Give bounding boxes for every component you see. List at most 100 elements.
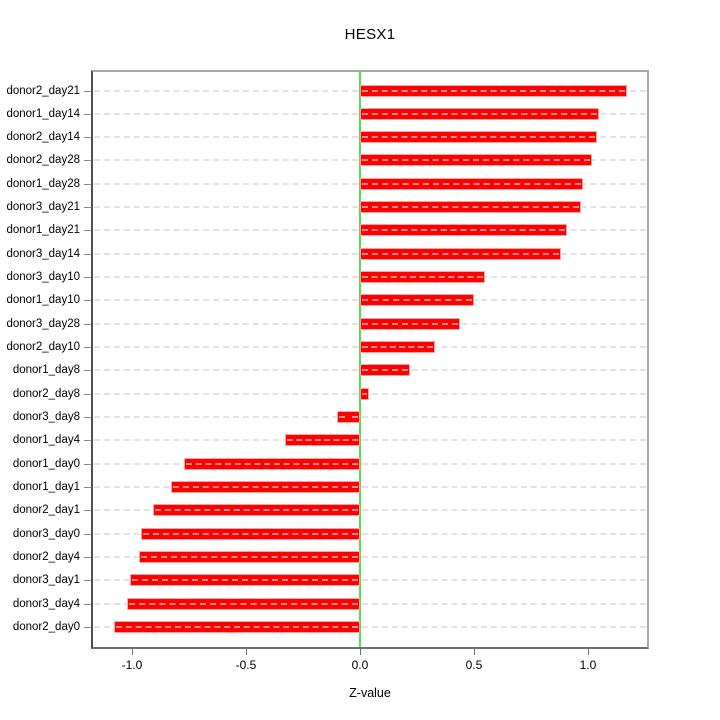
bar-donor1_day14: [359, 107, 600, 120]
y-axis-tick: [84, 137, 91, 139]
gridline: [94, 392, 646, 395]
chart-title: HESX1: [344, 26, 396, 43]
bar-inner-dash: [154, 509, 358, 512]
bar-donor1_day0: [184, 457, 360, 470]
y-axis-tick: [84, 440, 91, 442]
y-axis-tick: [84, 160, 91, 162]
x-axis-tick: [359, 649, 361, 655]
bar-donor2_day14: [359, 131, 598, 144]
bar-inner-dash: [131, 579, 358, 582]
y-axis-tick: [84, 323, 91, 325]
x-axis-tick: [245, 649, 247, 655]
y-axis-label-donor1_day10: donor1_day10: [6, 294, 80, 307]
gridline: [94, 416, 646, 419]
y-axis-label-donor1_day14: donor1_day14: [6, 107, 80, 120]
bar-donor3_day10: [359, 271, 486, 284]
y-axis-tick: [84, 603, 91, 605]
y-axis-label-donor2_day1: donor2_day1: [12, 504, 80, 517]
bar-inner-dash: [143, 532, 358, 535]
bar-donor3_day28: [359, 317, 461, 330]
y-axis-tick: [84, 370, 91, 372]
y-axis-tick: [84, 207, 91, 209]
bar-inner-dash: [361, 229, 566, 232]
bar-inner-dash: [172, 486, 358, 489]
y-axis-label-donor1_day28: donor1_day28: [6, 177, 80, 190]
x-axis-tick-label: 1.0: [579, 658, 597, 672]
gridline: [94, 579, 646, 582]
bar-inner-dash: [361, 369, 409, 372]
bar-inner-dash: [361, 182, 582, 185]
bar-donor3_day8: [337, 411, 360, 424]
bar-donor1_day1: [170, 481, 360, 494]
gridline: [94, 532, 646, 535]
y-axis-tick: [84, 347, 91, 349]
y-axis-label-donor2_day14: donor2_day14: [6, 131, 80, 144]
gridline: [94, 462, 646, 465]
bar-donor1_day21: [359, 224, 568, 237]
x-axis-title: Z-value: [349, 686, 391, 700]
gridline: [94, 439, 646, 442]
bar-inner-dash: [361, 346, 434, 349]
gridline: [94, 626, 646, 629]
bar-inner-dash: [115, 626, 358, 629]
bar-inner-dash: [361, 206, 580, 209]
bar-donor2_day28: [359, 154, 593, 167]
y-axis-tick: [84, 183, 91, 185]
y-axis-tick: [84, 463, 91, 465]
y-axis-label-donor3_day14: donor3_day14: [6, 247, 80, 260]
y-axis-tick: [84, 510, 91, 512]
bar-donor1_day28: [359, 177, 584, 190]
bar-donor2_day21: [359, 84, 627, 97]
y-axis-tick: [84, 580, 91, 582]
gridline: [94, 486, 646, 489]
y-axis-label-donor1_day0: donor1_day0: [12, 457, 80, 470]
bar-inner-dash: [361, 322, 459, 325]
y-axis-label-donor3_day21: donor3_day21: [6, 201, 80, 214]
bar-donor2_day1: [152, 504, 360, 517]
y-axis-label-donor1_day1: donor1_day1: [12, 481, 80, 494]
bar-inner-dash: [361, 89, 625, 92]
x-axis-tick-label: -1.0: [121, 658, 143, 672]
y-axis-label-donor3_day8: donor3_day8: [12, 411, 80, 424]
y-axis-label-donor1_day8: donor1_day8: [12, 364, 80, 377]
y-axis-tick: [84, 417, 91, 419]
bar-donor3_day0: [141, 527, 360, 540]
bar-inner-dash: [361, 252, 559, 255]
gridline: [94, 602, 646, 605]
y-axis-label-donor2_day4: donor2_day4: [12, 551, 80, 564]
y-axis-label-donor3_day1: donor3_day1: [12, 574, 80, 587]
y-axis-tick: [84, 113, 91, 115]
gridline: [94, 556, 646, 559]
y-axis-tick: [84, 533, 91, 535]
x-axis-tick-label: -0.5: [235, 658, 257, 672]
y-axis-label-donor1_day21: donor1_day21: [6, 224, 80, 237]
bar-inner-dash: [129, 602, 358, 605]
y-axis-tick: [84, 230, 91, 232]
y-axis-label-donor2_day21: donor2_day21: [6, 84, 80, 97]
y-axis-label-donor1_day4: donor1_day4: [12, 434, 80, 447]
bar-donor2_day8: [359, 387, 370, 400]
bar-inner-dash: [361, 276, 484, 279]
gridline: [94, 509, 646, 512]
y-axis-label-donor3_day4: donor3_day4: [12, 597, 80, 610]
bar-donor1_day8: [359, 364, 411, 377]
y-axis-tick: [84, 277, 91, 279]
bar-inner-dash: [361, 392, 368, 395]
y-axis-tick: [84, 557, 91, 559]
bar-donor1_day10: [359, 294, 474, 307]
y-axis-label-donor3_day10: donor3_day10: [6, 271, 80, 284]
y-axis-tick: [84, 487, 91, 489]
bar-inner-dash: [361, 136, 596, 139]
bar-inner-dash: [140, 556, 358, 559]
zero-reference-line: [358, 72, 361, 647]
y-axis-label-donor3_day0: donor3_day0: [12, 527, 80, 540]
bar-donor3_day21: [359, 201, 582, 214]
x-axis-tick: [473, 649, 475, 655]
y-axis-tick: [84, 90, 91, 92]
y-axis-label-donor2_day0: donor2_day0: [12, 621, 80, 634]
y-axis-label-donor3_day28: donor3_day28: [6, 317, 80, 330]
bar-donor2_day10: [359, 341, 436, 354]
bar-donor3_day14: [359, 247, 561, 260]
x-axis-tick-label: 0.0: [351, 658, 369, 672]
